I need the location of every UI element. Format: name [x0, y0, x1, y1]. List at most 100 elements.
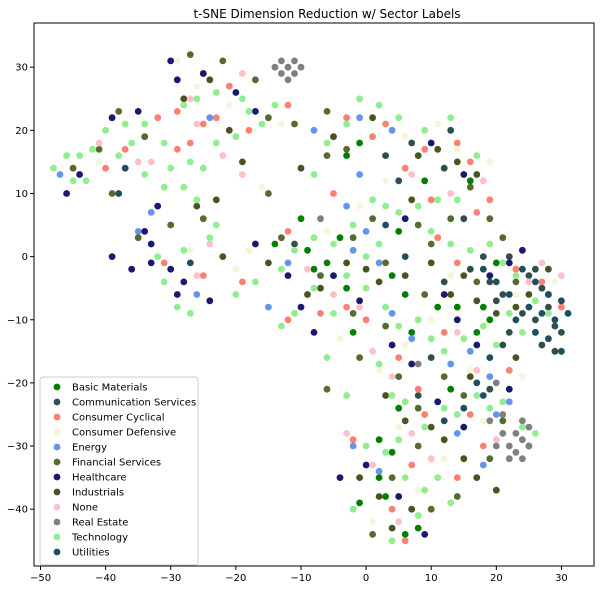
data-point [95, 139, 103, 147]
data-point [388, 341, 396, 349]
data-point [167, 57, 175, 65]
data-point [199, 215, 207, 223]
data-point [375, 467, 383, 475]
data-point [447, 360, 455, 368]
data-point [473, 341, 481, 349]
y-tick-label: 0 [22, 252, 28, 263]
data-point [180, 183, 188, 191]
data-point [505, 398, 513, 406]
legend: Basic Materials Communication Services Con… [39, 376, 199, 566]
data-point [349, 329, 357, 336]
data-point [479, 253, 487, 260]
data-point [95, 158, 103, 166]
data-point [212, 221, 220, 229]
data-point [310, 284, 318, 292]
data-point [258, 120, 266, 128]
data-point [479, 177, 487, 185]
data-point [199, 164, 207, 172]
data-point [440, 417, 448, 425]
points-layer [50, 51, 572, 545]
data-point [154, 202, 162, 210]
data-point [284, 76, 292, 84]
legend-label: Healthcare [72, 473, 127, 484]
data-point [108, 190, 116, 197]
data-point [564, 310, 572, 317]
data-point [453, 411, 461, 418]
data-point [512, 448, 520, 456]
data-point [473, 209, 481, 216]
legend-marker [53, 548, 61, 556]
data-point [323, 354, 331, 361]
legend-marker [53, 473, 61, 481]
data-point [401, 341, 409, 349]
data-point [538, 310, 546, 317]
data-point [225, 82, 233, 90]
data-point [317, 284, 324, 292]
data-point [239, 158, 246, 166]
data-point [421, 126, 429, 134]
data-point [252, 108, 259, 115]
data-point [466, 373, 474, 380]
data-point [304, 291, 311, 298]
data-point [395, 373, 403, 380]
data-point [239, 171, 246, 178]
data-point [414, 152, 422, 160]
data-point [134, 158, 142, 166]
data-point [453, 259, 461, 267]
data-point [362, 316, 370, 324]
data-point [479, 442, 487, 450]
data-point [95, 145, 103, 153]
data-point [408, 171, 416, 178]
data-point [186, 158, 194, 166]
data-point [538, 278, 546, 286]
data-point [486, 272, 494, 279]
legend-marker [53, 458, 61, 466]
data-point [473, 392, 481, 399]
data-point [558, 347, 565, 355]
data-point [447, 126, 455, 134]
data-point [50, 164, 57, 172]
data-point [512, 265, 520, 273]
data-point [447, 240, 455, 248]
data-point [401, 291, 409, 298]
x-tick-label: −30 [160, 573, 181, 584]
data-point [356, 171, 363, 178]
data-point [186, 139, 194, 147]
data-point [141, 171, 149, 178]
legend-label: Consumer Defensive [72, 428, 176, 439]
data-point [232, 133, 240, 141]
data-point [278, 265, 285, 273]
data-point [505, 366, 513, 374]
data-point [447, 272, 455, 279]
data-point [505, 253, 513, 260]
data-point [382, 493, 389, 500]
data-point [343, 114, 350, 122]
y-tick-label: −30 [7, 442, 28, 453]
data-point [408, 329, 416, 336]
data-point [134, 108, 142, 115]
data-point [551, 278, 559, 286]
data-point [239, 278, 246, 286]
data-point [440, 278, 448, 286]
data-point [499, 234, 507, 242]
data-point [434, 145, 442, 153]
data-point [115, 190, 123, 197]
data-point [349, 442, 357, 450]
data-point [219, 57, 227, 65]
data-point [265, 190, 272, 197]
data-point [486, 354, 494, 361]
data-point [525, 291, 533, 298]
data-point [460, 215, 468, 223]
data-point [291, 70, 298, 77]
data-point [310, 265, 318, 273]
data-point [160, 259, 168, 267]
data-point [69, 164, 77, 172]
data-point [323, 139, 331, 147]
data-point [284, 272, 292, 279]
data-point [356, 297, 363, 305]
data-point [460, 272, 468, 279]
data-point [512, 316, 520, 324]
data-point [252, 240, 259, 248]
data-point [336, 335, 344, 343]
data-point [427, 196, 435, 204]
